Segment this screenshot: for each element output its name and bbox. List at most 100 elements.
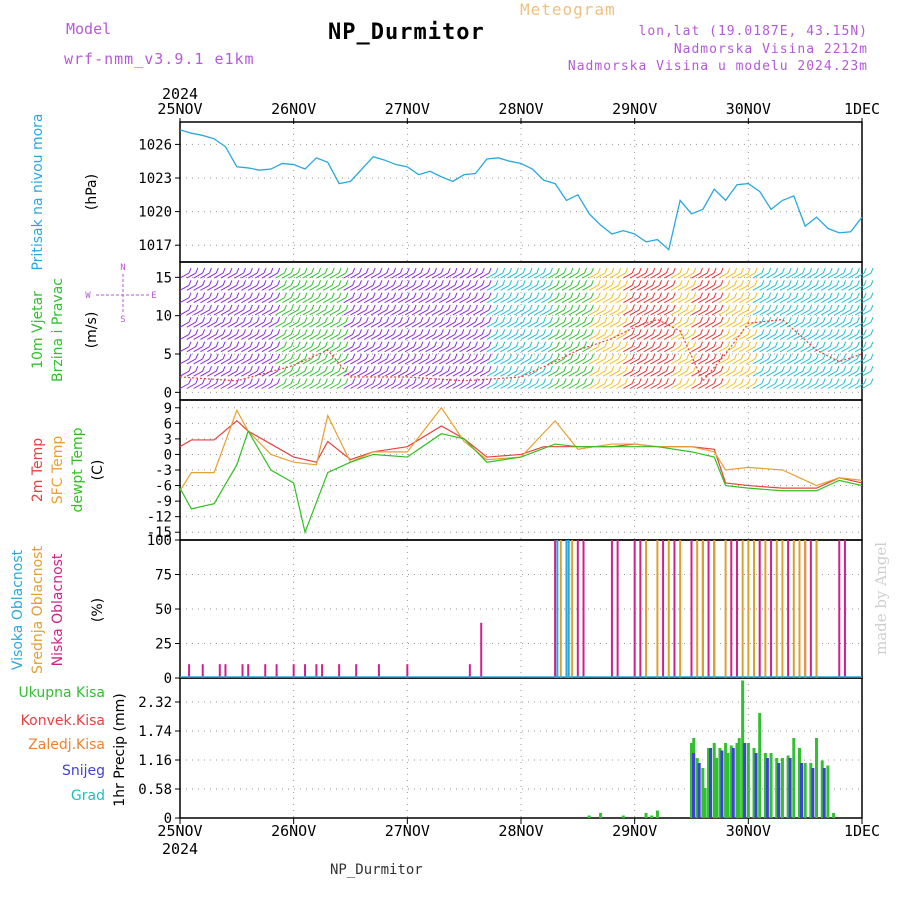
wind-barb	[486, 297, 497, 304]
wind-barb-flag	[461, 316, 465, 323]
wind-barb-flag	[447, 329, 451, 335]
elevation-info: Nadmorska Visina 2212m	[673, 42, 868, 57]
wind-barb	[670, 297, 681, 304]
wind-barb	[677, 333, 688, 340]
wind-barb-flag	[502, 366, 506, 372]
wind-barb	[322, 297, 333, 304]
wind-barb-flag	[638, 366, 642, 372]
wind-barb-flag	[781, 292, 785, 298]
wind-barb	[275, 297, 285, 304]
wind-barb-flag	[713, 378, 717, 384]
wind-barb	[643, 297, 654, 304]
wind-barb-flag	[454, 366, 458, 372]
wind-barb	[179, 297, 190, 304]
wind-barb	[752, 358, 763, 365]
wind-barb	[848, 333, 858, 340]
wind-barb	[841, 272, 851, 279]
wind-barb-flag	[270, 366, 274, 372]
wind-barb-flag	[856, 329, 860, 335]
wind-barb-flag	[536, 353, 540, 360]
wind-barb	[507, 309, 517, 316]
wind-barb-flag	[754, 378, 758, 384]
wind-barb	[568, 297, 578, 304]
wind-barb	[623, 272, 633, 279]
wind-barb-flag	[584, 341, 588, 347]
wind-barb-flag	[338, 267, 342, 274]
wind-barb-flag	[740, 378, 744, 384]
wind-barb	[691, 370, 701, 377]
wind-barb	[404, 309, 415, 316]
wind-barb-flag	[529, 280, 533, 286]
wind-barb-flag	[863, 341, 867, 347]
wind-barb	[595, 272, 606, 279]
wind-barb	[854, 272, 865, 279]
wind-barb	[691, 346, 701, 353]
wind-barb-flag	[188, 304, 192, 311]
wind-barb-flag	[584, 316, 588, 323]
wind-barb-flag	[454, 292, 458, 298]
wind-barb-flag	[243, 292, 247, 298]
wind-barb	[841, 346, 851, 353]
wind-barb	[568, 321, 578, 328]
wind-barb-flag	[590, 267, 594, 274]
wind-barb-flag	[549, 353, 553, 360]
wind-barb-flag	[270, 280, 274, 286]
wind-barb	[404, 346, 415, 353]
wind-barb-flag	[413, 280, 417, 286]
wind-barb	[336, 333, 347, 340]
wind-barb	[527, 358, 538, 365]
total-precip-bar	[758, 713, 762, 818]
wind-barb	[861, 309, 872, 316]
wind-barb-flag	[822, 366, 826, 372]
wind-barb	[513, 309, 524, 316]
wind-barb	[554, 370, 565, 377]
wind-barb-flag	[372, 353, 376, 360]
wind-barb	[513, 370, 524, 377]
wind-barb-flag	[318, 316, 322, 323]
total-precip-bar	[769, 753, 773, 818]
wind-barb	[425, 333, 435, 340]
wind-barb-flag	[243, 341, 247, 347]
wind-barb-flag	[556, 366, 560, 372]
wind-barb	[807, 358, 817, 365]
wind-barb	[786, 297, 797, 304]
wind-barb	[820, 358, 831, 365]
wind-barb	[363, 370, 374, 377]
wind-barb	[377, 321, 388, 328]
sfc-temp-line	[179, 406, 863, 492]
precip-legend-item: Ukupna Kisa	[18, 685, 105, 701]
model-label: Model	[66, 20, 112, 38]
wind-barb	[595, 370, 606, 377]
wind-barb-flag	[720, 366, 724, 372]
wind-barb-flag	[843, 378, 847, 384]
wind-barb-flag	[740, 341, 744, 347]
wind-barb-flag	[208, 267, 212, 274]
wind-barb	[241, 358, 251, 365]
wind-barb-flag	[474, 267, 478, 274]
wind-barb	[377, 346, 388, 353]
wind-barb-flag	[249, 366, 253, 372]
wind-barb	[663, 333, 674, 340]
wind-barb	[609, 346, 619, 353]
wind-barb	[609, 272, 619, 279]
wind-barb-flag	[563, 267, 567, 274]
wind-barb	[343, 321, 353, 328]
wind-barb-flag	[836, 329, 840, 335]
wind-barb	[350, 309, 360, 316]
wind-barb	[595, 333, 606, 340]
wind-barb-flag	[495, 292, 499, 298]
wind-barb-flag	[809, 267, 813, 274]
wind-barb-flag	[713, 267, 717, 274]
wind-barb	[711, 272, 722, 279]
wind-barb-flag	[536, 378, 540, 384]
wind-barb	[650, 272, 660, 279]
wind-barb	[350, 297, 360, 304]
wind-barb-flag	[597, 304, 601, 311]
wind-barb	[282, 370, 292, 377]
wind-barb	[520, 346, 531, 353]
wind-barb-flag	[645, 304, 649, 311]
wind-barb	[466, 358, 476, 365]
wind-barb	[643, 370, 654, 377]
wind-barb	[827, 333, 838, 340]
wind-barb-flag	[243, 378, 247, 384]
